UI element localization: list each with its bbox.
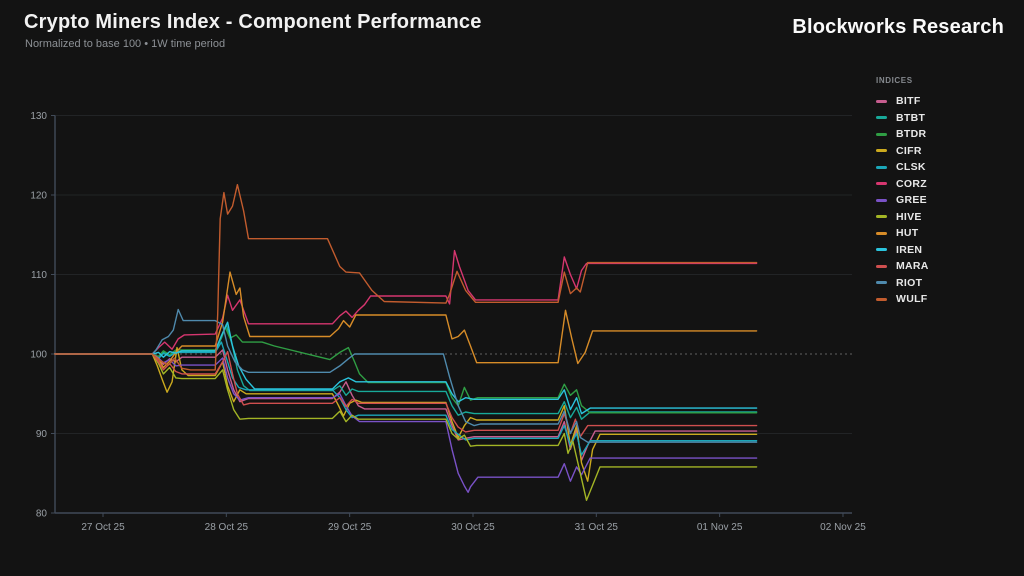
legend-item-BTDR[interactable]: BTDR	[876, 126, 1016, 143]
legend-swatch	[876, 215, 887, 219]
legend-item-label: WULF	[896, 293, 928, 306]
series-line-GREE[interactable]	[54, 353, 758, 493]
header: Crypto Miners Index - Component Performa…	[0, 0, 1024, 60]
legend-item-label: GREE	[896, 194, 927, 207]
series-line-WULF[interactable]	[54, 183, 758, 371]
legend-item-CORZ[interactable]: CORZ	[876, 176, 1016, 193]
y-tick-label: 100	[30, 350, 47, 361]
legend-title: INDICES	[876, 76, 913, 85]
legend-item-label: CLSK	[896, 161, 926, 174]
chart-title: Crypto Miners Index - Component Performa…	[24, 11, 482, 33]
series-line-RIOT[interactable]	[54, 308, 758, 443]
x-tick-label: 29 Oct 25	[328, 522, 372, 533]
series-line-HIVE[interactable]	[54, 353, 758, 501]
series-line-IREN[interactable]	[54, 321, 758, 415]
legend-swatch	[876, 149, 887, 153]
y-tick-label: 120	[30, 191, 47, 202]
legend-item-label: BITF	[896, 95, 921, 108]
legend-item-GREE[interactable]: GREE	[876, 192, 1016, 209]
legend-item-CLSK[interactable]: CLSK	[876, 159, 1016, 176]
series-line-CORZ[interactable]	[54, 249, 758, 355]
legend-item-label: RIOT	[896, 276, 923, 289]
legend-item-HIVE[interactable]: HIVE	[876, 209, 1016, 226]
series-line-MARA[interactable]	[54, 350, 758, 438]
legend-item-label: HUT	[896, 227, 919, 240]
legend-item-CIFR[interactable]: CIFR	[876, 143, 1016, 160]
legend-item-MARA[interactable]: MARA	[876, 258, 1016, 275]
legend-swatch	[876, 248, 887, 252]
legend-swatch	[876, 297, 887, 301]
x-tick-label: 27 Oct 25	[81, 522, 125, 533]
y-tick-label: 90	[36, 429, 48, 440]
legend-swatch	[876, 281, 887, 285]
y-tick-label: 110	[31, 270, 47, 281]
legend-item-label: CIFR	[896, 144, 922, 157]
legend-swatch	[876, 198, 887, 202]
legend-swatch	[876, 165, 887, 169]
legend-swatch	[876, 132, 887, 136]
legend-item-label: CORZ	[896, 177, 927, 190]
legend-item-label: BTBT	[896, 111, 926, 124]
legend-item-label: BTDR	[896, 128, 927, 141]
y-axis-labels: 80 90 100 110 120 130	[30, 111, 55, 520]
legend-item-WULF[interactable]: WULF	[876, 291, 1016, 308]
series-lines	[54, 183, 758, 501]
legend-swatch	[876, 231, 887, 235]
x-tick-label: 01 Nov 25	[697, 522, 743, 533]
y-tick-label: 80	[36, 509, 48, 520]
legend-item-BITF[interactable]: BITF	[876, 93, 1016, 110]
x-axis-labels: 27 Oct 25 28 Oct 25 29 Oct 25 30 Oct 25 31 O…	[81, 513, 866, 533]
legend-item-BTBT[interactable]: BTBT	[876, 110, 1016, 127]
line-chart[interactable]: 80 90 100 110 120 130 27 Oct 25 28 Oct 25 29 Oct…	[0, 60, 1024, 576]
legend-item-label: HIVE	[896, 210, 922, 223]
legend-item-label: IREN	[896, 243, 923, 256]
x-tick-label: 02 Nov 25	[820, 522, 866, 533]
chart-subtitle: Normalized to base 100 • 1W time period	[25, 38, 226, 50]
x-tick-label: 30 Oct 25	[451, 522, 495, 533]
legend-items: BITF BTBT BTDR CIFR CLSK CORZ GREE HIVE HUT IREN M…	[876, 93, 1016, 308]
brand-logo: Blockworks Research	[792, 16, 1004, 38]
legend-swatch	[876, 99, 887, 103]
legend-item-label: MARA	[896, 260, 929, 273]
legend-panel: INDICES BITF BTBT BTDR CIFR CLSK CORZ GREE HIVE…	[876, 76, 1016, 308]
x-tick-label: 31 Oct 25	[575, 522, 619, 533]
legend-swatch	[876, 182, 887, 186]
legend-swatch	[876, 264, 887, 268]
series-line-BTDR[interactable]	[54, 326, 758, 414]
series-line-HUT[interactable]	[54, 271, 758, 369]
legend-item-RIOT[interactable]: RIOT	[876, 275, 1016, 292]
legend-item-HUT[interactable]: HUT	[876, 225, 1016, 242]
legend-item-IREN[interactable]: IREN	[876, 242, 1016, 259]
chart-area: 80 90 100 110 120 130 27 Oct 25 28 Oct 25 29 Oct…	[0, 60, 1024, 576]
x-tick-label: 28 Oct 25	[205, 522, 249, 533]
y-tick-label: 130	[30, 111, 47, 122]
legend-swatch	[876, 116, 887, 120]
